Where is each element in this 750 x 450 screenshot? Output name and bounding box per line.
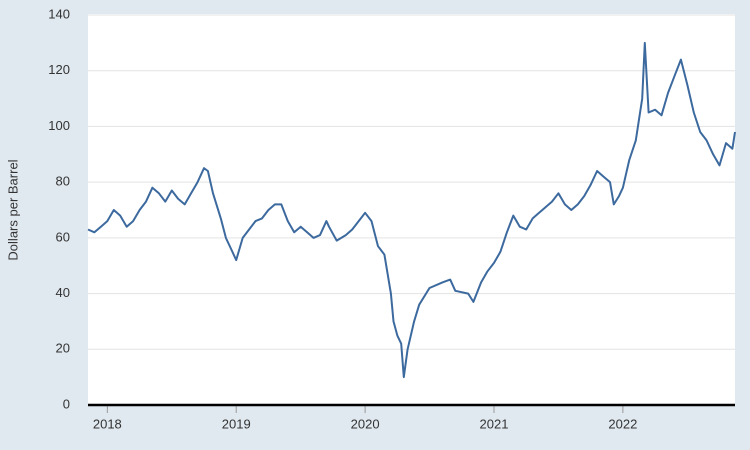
y-tick-label: 60 bbox=[56, 229, 70, 244]
y-tick-label: 120 bbox=[48, 62, 70, 77]
x-tick-label: 2021 bbox=[480, 416, 509, 431]
y-tick-label: 80 bbox=[56, 174, 70, 189]
y-tick-label: 100 bbox=[48, 118, 70, 133]
y-tick-label: 140 bbox=[48, 6, 70, 21]
y-tick-label: 20 bbox=[56, 341, 70, 356]
plot-area bbox=[88, 14, 735, 405]
x-tick-label: 2019 bbox=[222, 416, 251, 431]
x-tick-label: 2022 bbox=[608, 416, 637, 431]
y-axis-label: Dollars per Barrel bbox=[5, 159, 20, 260]
y-tick-label: 0 bbox=[63, 396, 70, 411]
price-line bbox=[87, 41, 736, 379]
x-tick-label: 2020 bbox=[351, 416, 380, 431]
x-tick-label: 2018 bbox=[93, 416, 122, 431]
y-tick-label: 40 bbox=[56, 285, 70, 300]
